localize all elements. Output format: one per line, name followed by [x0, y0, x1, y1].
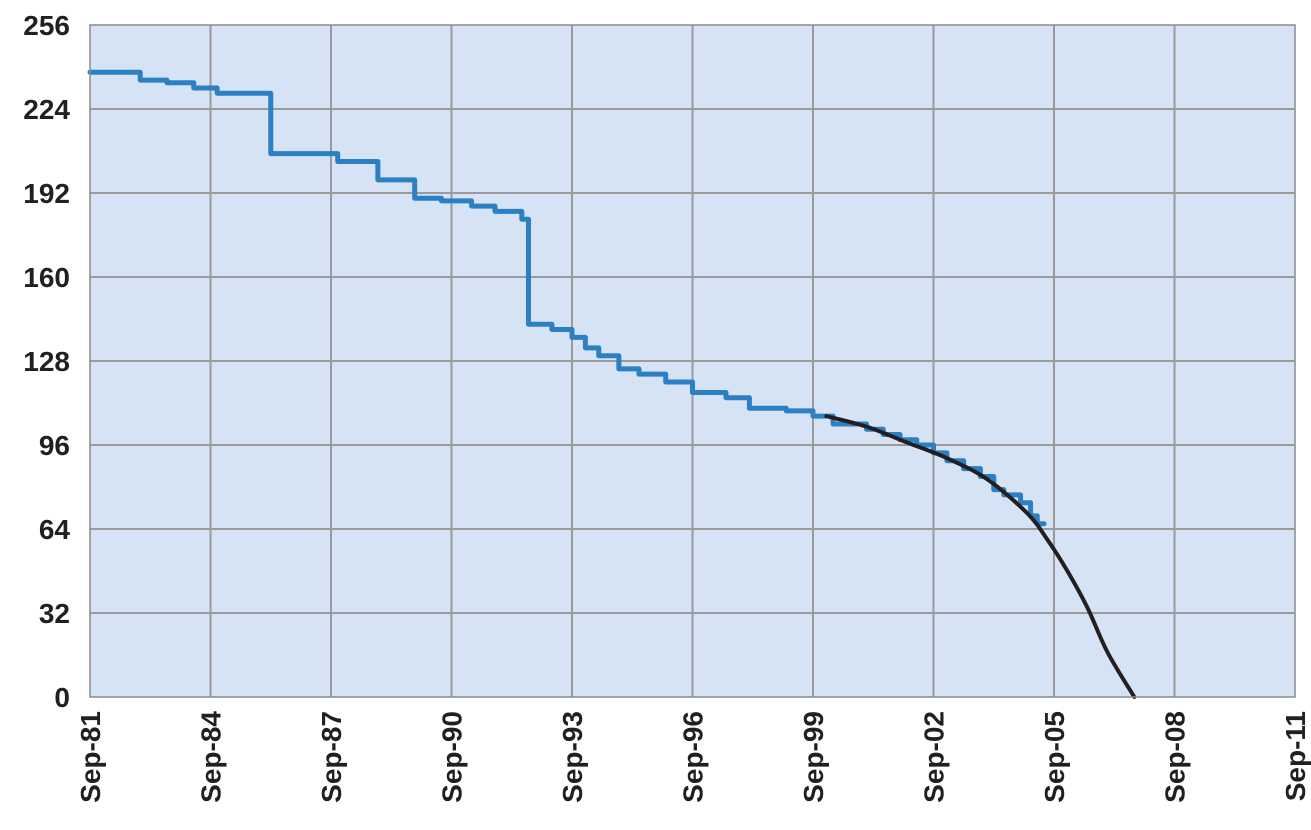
y-tick-label: 160	[23, 262, 70, 293]
x-tick-label: Sep-81	[75, 711, 106, 803]
x-tick-label: Sep-96	[678, 711, 709, 803]
y-tick-label: 256	[23, 10, 70, 41]
x-tick-label: Sep-99	[798, 711, 829, 803]
x-axis-tick-labels: Sep-81 Sep-84 Sep-87 Sep-90 Sep-93 Sep-96 Sep-…	[75, 711, 1311, 803]
series-layer	[87, 69, 1137, 699]
x-tick-label: Sep-05	[1039, 711, 1070, 803]
y-tick-label: 32	[39, 598, 70, 629]
grid-lines	[90, 25, 1295, 697]
x-tick-label: Sep-11	[1280, 711, 1311, 801]
x-tick-label: Sep-08	[1160, 711, 1191, 803]
y-tick-label: 96	[39, 430, 70, 461]
x-tick-label: Sep-93	[557, 711, 588, 803]
x-tick-label: Sep-90	[437, 711, 468, 803]
y-tick-label: 64	[39, 514, 71, 545]
x-tick-label: Sep-87	[316, 711, 347, 803]
x-tick-label: Sep-02	[919, 711, 950, 803]
fit-curve-line	[824, 414, 1137, 699]
y-tick-label: 0	[54, 682, 70, 713]
plot-frame	[89, 24, 1296, 698]
y-tick-label: 128	[23, 346, 70, 377]
y-tick-label: 224	[23, 94, 70, 125]
x-tick-label: Sep-84	[196, 711, 227, 803]
y-axis-tick-labels: 0 32 64 96 128 160 192 224 256	[23, 10, 70, 713]
y-tick-label: 192	[23, 178, 70, 209]
